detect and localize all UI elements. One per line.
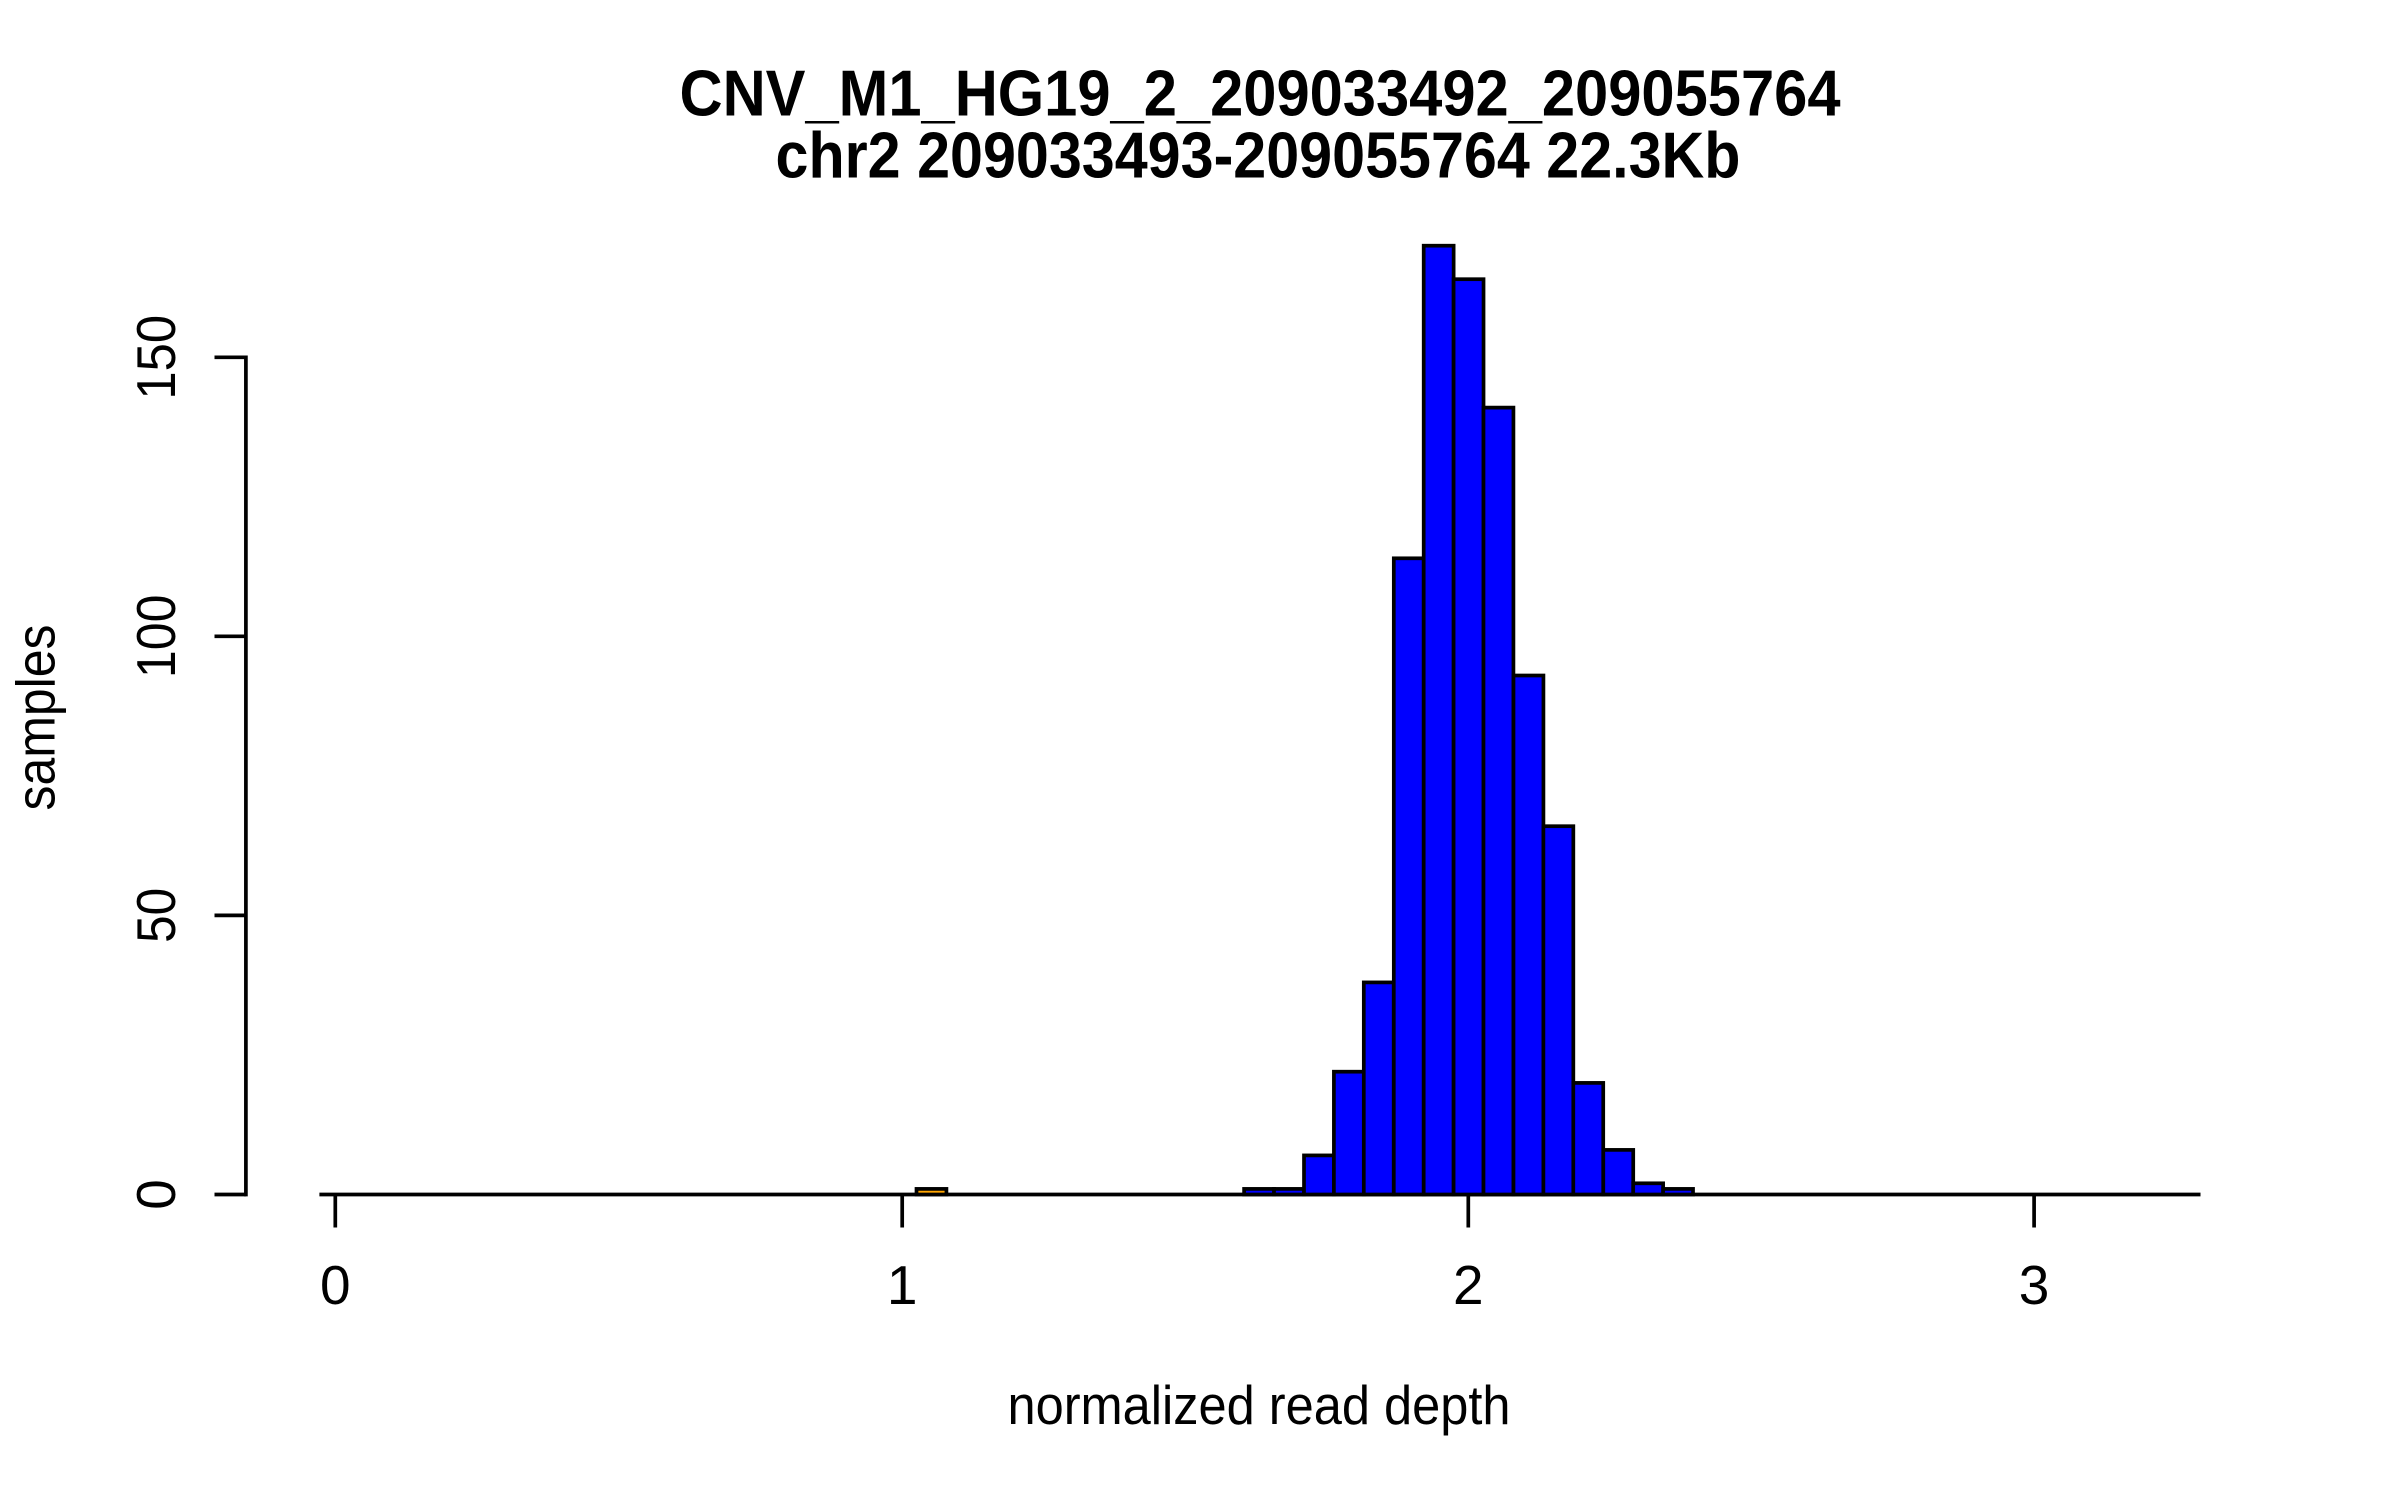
svg-text:0: 0: [125, 1179, 187, 1210]
svg-text:50: 50: [125, 888, 187, 943]
svg-text:1: 1: [887, 1254, 918, 1316]
svg-text:3: 3: [2019, 1254, 2050, 1316]
svg-text:normalized read depth: normalized read depth: [1008, 1374, 1511, 1436]
svg-text:0: 0: [320, 1254, 351, 1316]
svg-text:100: 100: [125, 595, 187, 679]
svg-text:chr2 209033493-209055764 22.3K: chr2 209033493-209055764 22.3Kb: [776, 118, 1741, 191]
svg-text:CNV_M1_HG19_2_209033492_209055: CNV_M1_HG19_2_209033492_209055764: [680, 57, 1841, 130]
svg-text:samples: samples: [5, 625, 67, 811]
svg-text:150: 150: [125, 315, 187, 400]
svg-text:2: 2: [1453, 1254, 1484, 1316]
